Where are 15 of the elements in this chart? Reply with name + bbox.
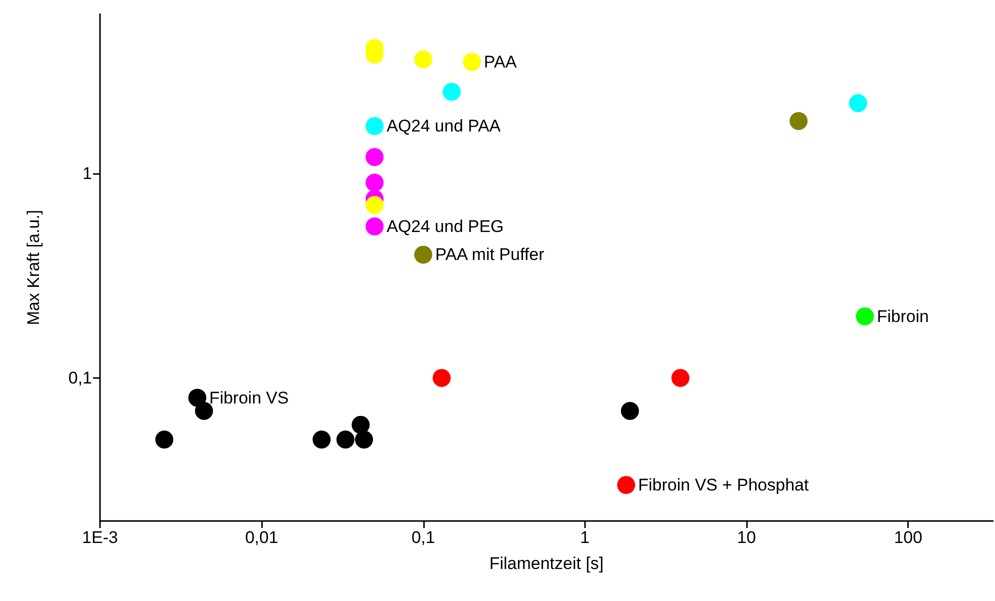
x-tick-label: 1 [580,528,590,547]
x-tick-label: 0,1 [411,528,436,547]
annotation: PAA [484,52,518,72]
annotation: Fibroin VS [209,388,289,408]
x-tick-label: 10 [737,528,756,547]
x-axis-title: Filamentzeit [s] [489,554,604,573]
y-axis-title: Max Kraft [a.u.] [24,210,43,326]
x-tick-label: 100 [894,528,922,547]
annotation: PAA mit Puffer [435,245,545,264]
x-tick-label: 0,01 [245,528,278,547]
annotation: AQ24 und PEG [386,216,504,236]
annotation: Fibroin VS + Phosphat [638,475,809,494]
annotation: AQ24 und PAA [386,116,502,136]
x-tick-label: 1E-3 [82,528,118,547]
annotation: Fibroin [876,306,929,326]
